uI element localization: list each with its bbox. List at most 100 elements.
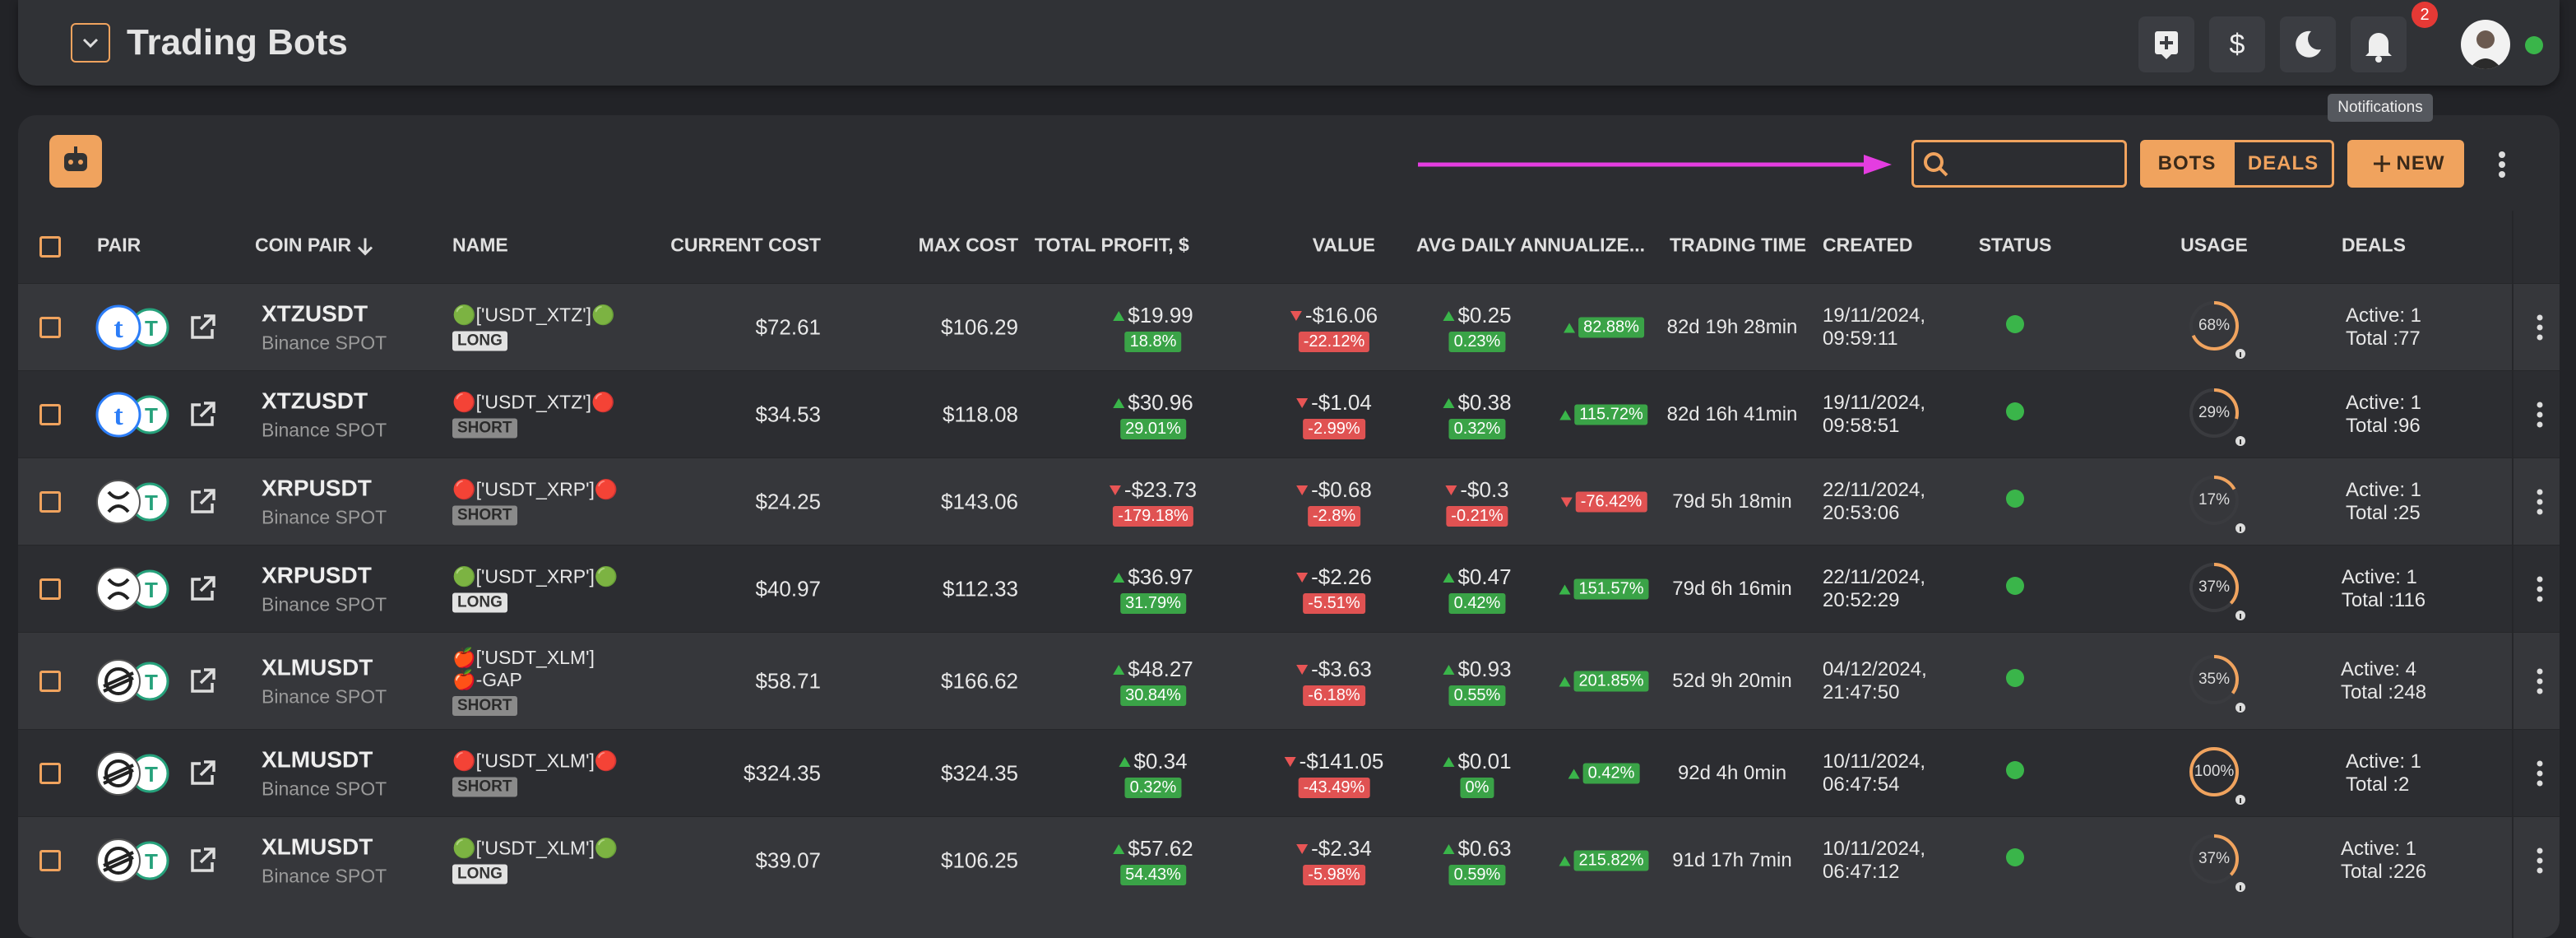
new-button[interactable]: NEW: [2347, 140, 2464, 188]
row-checkbox[interactable]: [39, 317, 61, 338]
coin-icons: T: [96, 659, 169, 704]
avatar[interactable]: [2461, 20, 2510, 69]
deals-cell: Active: 1 Total :2: [2346, 750, 2421, 796]
usage-ring: [2189, 655, 2245, 713]
trading-time-cell: 92d 4h 0min: [1678, 762, 1786, 785]
column-header: NAME: [452, 234, 508, 256]
table-row: T XRPUSDT Binance SPOT 🔴['USDT_XRP']🔴 SHORT $…: [18, 457, 2560, 546]
max-cost-cell: $143.06: [941, 490, 1018, 515]
total-profit-line: $0.34: [1119, 749, 1188, 774]
trend-arrow: [1443, 572, 1455, 583]
search-input[interactable]: [1911, 140, 2127, 188]
active-deals: Active: 1: [2345, 304, 2422, 327]
exchange: Binance SPOT: [262, 685, 387, 708]
menu-toggle[interactable]: [71, 23, 110, 63]
total-profit-percent: 31.79%: [1120, 593, 1186, 614]
open-link[interactable]: [188, 487, 217, 517]
trend-arrow: [1443, 843, 1455, 854]
avg-daily-line: $0.63: [1443, 836, 1512, 861]
direction-tag: SHORT: [452, 418, 517, 439]
row-menu[interactable]: [2533, 757, 2546, 790]
active-deals: Active: 4: [2340, 658, 2417, 680]
created-cell: 10/11/2024, 06:47:12: [1823, 838, 1925, 884]
row-checkbox[interactable]: [39, 404, 61, 425]
open-link[interactable]: [188, 846, 217, 875]
deals-cell: Active: 4 Total :248: [2341, 658, 2426, 704]
bell-icon: [2365, 33, 2392, 63]
page-title: Trading Bots: [127, 22, 348, 63]
pair: XLMUSDT: [262, 834, 373, 860]
theme-button[interactable]: [2280, 16, 2336, 72]
avg-daily-cell: $0.47 0.42%: [1443, 564, 1512, 614]
open-link[interactable]: [188, 759, 217, 788]
notifications-button[interactable]: [2351, 16, 2407, 72]
row-checkbox[interactable]: [39, 491, 61, 513]
value-percent: -5.98%: [1303, 865, 1365, 885]
bot-name: 🟢['USDT_XLM']🟢: [452, 837, 619, 859]
name-cell: 🟢['USDT_XRP']🟢 LONG: [452, 566, 621, 613]
max-cost: $324.35: [941, 760, 1018, 786]
row-checkbox[interactable]: [39, 763, 61, 784]
exchange: Binance SPOT: [262, 506, 387, 528]
currency-button[interactable]: $: [2209, 16, 2265, 72]
annualized: 201.85%: [1573, 671, 1649, 692]
annualized-line: 151.57%: [1559, 578, 1649, 600]
open-link[interactable]: [188, 574, 217, 604]
value-line: -$3.63: [1296, 657, 1372, 682]
row-checkbox[interactable]: [39, 578, 61, 600]
select-all[interactable]: [39, 236, 61, 258]
max-cost-cell: $324.35: [941, 761, 1018, 787]
open-link[interactable]: [188, 400, 217, 430]
notification-badge: 2: [2412, 2, 2438, 28]
open-link[interactable]: [188, 666, 217, 696]
value-cell: -$3.63 -6.18%: [1296, 657, 1372, 706]
exchange: Binance SPOT: [262, 419, 387, 441]
row-menu[interactable]: [2533, 844, 2546, 877]
row-menu[interactable]: [2533, 311, 2546, 344]
row-menu[interactable]: [2533, 665, 2546, 698]
annualized: 82.88%: [1578, 317, 1644, 338]
svg-text:T: T: [145, 490, 158, 515]
row-checkbox[interactable]: [39, 850, 61, 871]
trend-arrow: [1443, 756, 1455, 767]
avg-daily-percent: 0.23%: [1448, 332, 1506, 352]
value-cell: -$2.34 -5.98%: [1296, 836, 1372, 885]
name-cell: 🟢['USDT_XTZ']🟢 LONG: [452, 304, 621, 351]
total-profit-percent: 54.43%: [1120, 865, 1186, 885]
value: -$16.06: [1304, 303, 1378, 327]
pair-cell: XLMUSDT Binance SPOT: [262, 655, 387, 708]
value: -$1.04: [1311, 390, 1372, 415]
bots-tab[interactable]: BOTS: [2140, 140, 2234, 188]
open-link[interactable]: [188, 313, 217, 342]
row-checkbox[interactable]: [39, 671, 61, 692]
row-menu[interactable]: [2533, 398, 2546, 431]
robot-icon: [64, 146, 87, 171]
max-cost: $166.62: [941, 668, 1018, 694]
trading-time-cell: 79d 6h 16min: [1672, 578, 1791, 601]
trend-arrow: [1113, 843, 1125, 854]
trend-arrow: [1559, 676, 1571, 686]
value: -$0.68: [1311, 477, 1372, 502]
add-button[interactable]: [2138, 16, 2194, 72]
usage: 37%: [2198, 850, 2231, 867]
annualized-line: 82.88%: [1564, 317, 1644, 338]
status-dot: [2006, 848, 2024, 866]
trend-arrow: [1443, 664, 1455, 675]
deals-tab[interactable]: DEALS: [2232, 140, 2334, 188]
row-menu[interactable]: [2533, 485, 2546, 518]
total-profit-line: $19.99: [1113, 303, 1193, 328]
value-line: -$141.05: [1284, 749, 1383, 774]
trend-arrow: [1296, 664, 1309, 675]
more-menu[interactable]: [2494, 146, 2510, 183]
total-deals: Total :116: [2341, 589, 2426, 611]
row-menu[interactable]: [2533, 573, 2546, 606]
avg-daily-percent: 0%: [1460, 778, 1494, 798]
total-deals: Total :96: [2345, 415, 2421, 437]
column-header: CREATED: [1823, 234, 1913, 256]
avg-daily: $0.25: [1457, 303, 1512, 327]
avg-daily: $0.93: [1457, 657, 1512, 681]
value-cell: -$16.06 -22.12%: [1290, 303, 1378, 352]
sort-icon[interactable]: [351, 236, 379, 256]
value: -$3.63: [1311, 657, 1372, 681]
